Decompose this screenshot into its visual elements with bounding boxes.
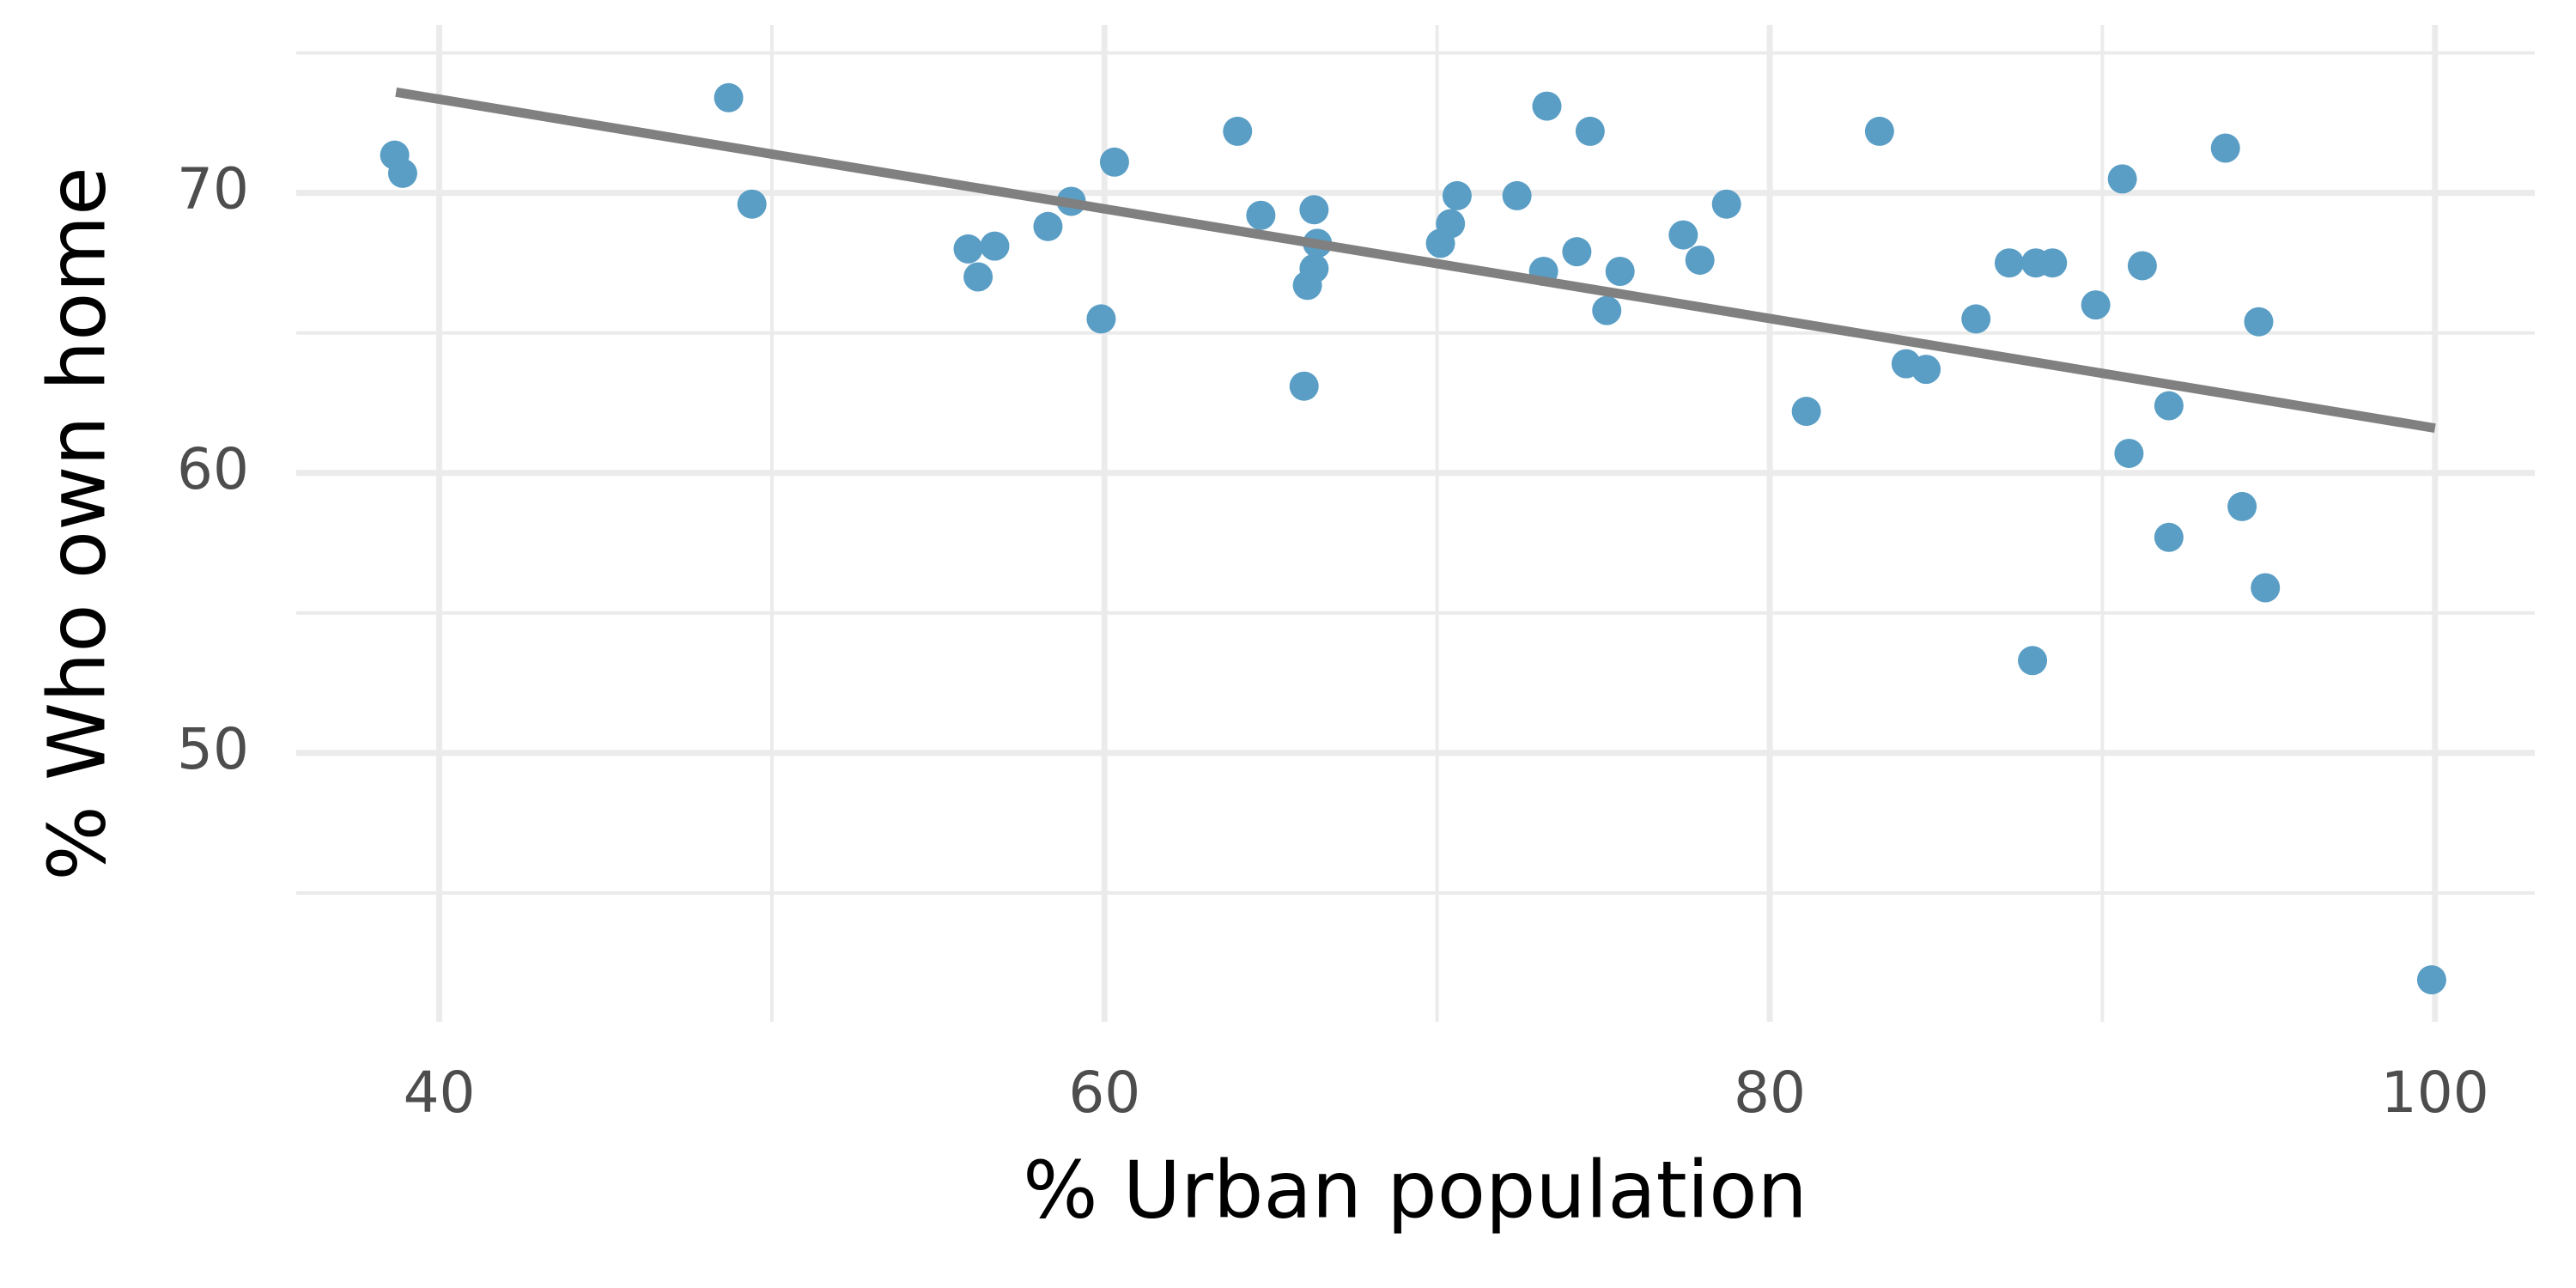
point <box>2081 290 2111 320</box>
point <box>1099 147 1129 177</box>
point <box>1668 220 1698 250</box>
point <box>1292 270 1322 301</box>
point <box>1605 256 1635 286</box>
point <box>1436 209 1466 239</box>
point <box>1033 211 1063 241</box>
y-tick-label: 50 <box>177 716 249 782</box>
point <box>953 234 983 264</box>
x-tick-label: 80 <box>1734 1060 1806 1126</box>
point <box>2127 251 2157 281</box>
point <box>2114 438 2144 468</box>
point <box>1299 195 1329 225</box>
point <box>1994 248 2024 278</box>
x-tick-label: 100 <box>2381 1060 2489 1126</box>
point <box>714 82 744 112</box>
point <box>2018 646 2048 676</box>
point <box>1246 200 1276 230</box>
point <box>2154 522 2184 552</box>
x-axis-title: % Urban population <box>1023 1144 1807 1236</box>
point <box>1442 180 1472 210</box>
point <box>1562 237 1592 267</box>
point <box>2244 307 2274 337</box>
point <box>1223 116 1253 146</box>
point <box>2251 573 2281 603</box>
point <box>1685 245 1715 275</box>
point <box>1086 304 1116 334</box>
point <box>1532 91 1562 121</box>
point <box>2416 965 2446 995</box>
point <box>1864 116 1894 146</box>
point <box>737 189 767 219</box>
y-tick-label: 60 <box>177 436 249 502</box>
point <box>2154 391 2184 421</box>
point <box>1961 304 1991 334</box>
trend-line <box>395 87 2436 434</box>
point <box>963 262 993 292</box>
y-axis-title: % Who own home <box>31 167 123 880</box>
point <box>1711 189 1741 219</box>
point <box>2210 133 2240 163</box>
point <box>387 158 417 188</box>
y-tick-label: 70 <box>177 156 249 222</box>
point <box>1592 295 1622 325</box>
point <box>2227 491 2257 521</box>
point <box>1911 355 1941 385</box>
point <box>1502 180 1532 210</box>
point <box>980 231 1010 261</box>
x-tick-label: 40 <box>404 1060 476 1126</box>
point <box>1575 116 1605 146</box>
x-tick-label: 60 <box>1068 1060 1140 1126</box>
point <box>2107 164 2137 194</box>
point <box>2038 248 2068 278</box>
point <box>1791 397 1821 427</box>
point <box>1289 371 1319 401</box>
